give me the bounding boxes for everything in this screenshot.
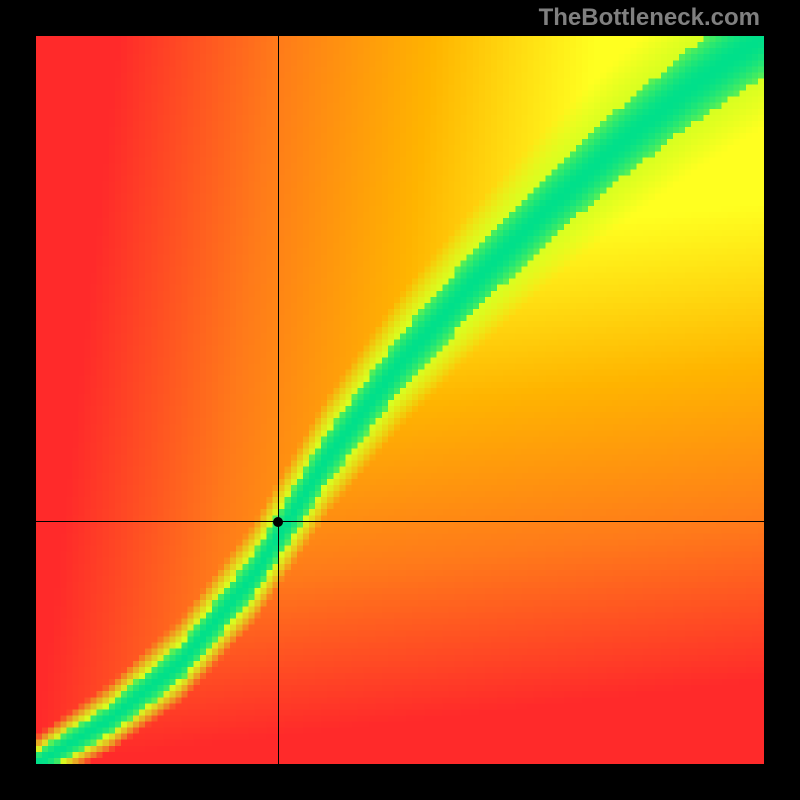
crosshair-marker <box>273 517 283 527</box>
crosshair-vertical <box>278 36 279 764</box>
crosshair-horizontal <box>36 521 764 522</box>
watermark-text: TheBottleneck.com <box>539 4 760 32</box>
bottleneck-heatmap <box>36 36 764 764</box>
heatmap-plot-area <box>36 36 764 764</box>
chart-border <box>0 0 800 800</box>
